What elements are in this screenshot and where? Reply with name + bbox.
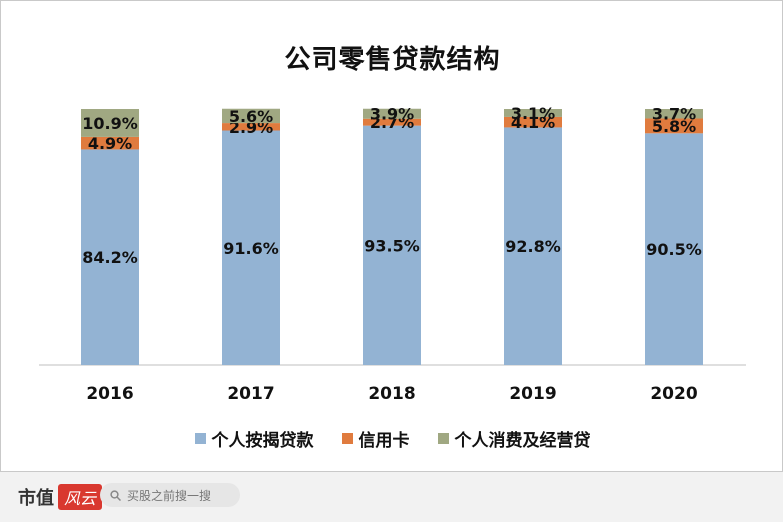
legend-swatch-credit-card [341,433,353,444]
data-label-mortgage-2020: 90.5% [646,240,702,259]
chart-frame: 公司零售贷款结构 84.2% 4.9% 10.9% 2016 91.6% 2.9% 5.6%… [0,0,783,472]
data-label-consumer-loan-2019: 3.1% [511,104,555,123]
data-label-mortgage-2019: 92.8% [505,237,561,256]
legend-item-credit-card: 信用卡 [341,426,410,451]
bar-credit-card-2017 [222,123,280,131]
bar-credit-card-2020 [645,118,703,134]
bar-consumer-loan-2019 [504,109,562,117]
data-label-credit-card-2016: 4.9% [88,134,132,153]
bar-credit-card-2018 [363,118,421,126]
x-tick-label-2020: 2020 [650,384,697,404]
x-tick-label-2018: 2018 [368,384,415,404]
data-label-mortgage-2016: 84.2% [82,248,138,267]
bar-mortgage-2020 [645,133,703,365]
footer-bar: 市值 风云 买股之前搜一搜 [0,472,783,522]
bar-consumer-loan-2016 [81,109,139,137]
bar-mortgage-2017 [222,130,280,365]
legend-label-consumer-loan: 个人消费及经营贷 [454,431,591,451]
bar-consumer-loan-2017 [222,108,280,124]
chart-legend: 个人按揭贷款 信用卡 个人消费及经营贷 [1,426,783,451]
brand-name: 市值 [18,488,54,509]
search-placeholder: 买股之前搜一搜 [127,488,212,503]
bar-credit-card-2019 [504,116,562,128]
data-label-consumer-loan-2017: 5.6% [229,107,273,126]
data-label-mortgage-2018: 93.5% [364,236,420,255]
brand-mark: 风云 [58,484,103,510]
legend-item-consumer-loan: 个人消费及经营贷 [437,426,591,451]
search-icon [110,489,121,501]
data-label-consumer-loan-2018: 3.9% [370,105,414,124]
data-label-credit-card-2020: 5.8% [652,117,696,136]
bar-consumer-loan-2018 [363,108,421,119]
legend-swatch-mortgage [194,433,206,444]
search-input[interactable]: 买股之前搜一搜 [100,483,240,507]
bar-credit-card-2016 [81,136,139,150]
data-label-mortgage-2017: 91.6% [223,239,279,258]
legend-swatch-consumer-loan [437,433,449,444]
data-label-consumer-loan-2020: 3.7% [652,105,696,124]
bar-mortgage-2018 [363,125,421,365]
stacked-bar-chart: 84.2%4.9%10.9%201691.6%2.9%5.6%201793.5%… [39,104,746,404]
legend-label-mortgage: 个人按揭贷款 [211,431,314,451]
bar-mortgage-2019 [504,127,562,365]
chart-title: 公司零售贷款结构 [284,45,501,75]
x-tick-label-2016: 2016 [86,384,133,404]
legend-label-credit-card: 信用卡 [358,431,410,451]
data-label-consumer-loan-2016: 10.9% [82,114,138,133]
data-label-credit-card-2019: 4.1% [511,113,555,132]
x-tick-label-2017: 2017 [227,384,274,404]
bar-mortgage-2016 [81,149,139,365]
bar-consumer-loan-2020 [645,109,703,119]
brand-logo[interactable]: 市值 风云 [18,484,103,510]
legend-item-mortgage: 个人按揭贷款 [194,426,314,451]
x-tick-label-2019: 2019 [509,384,556,404]
